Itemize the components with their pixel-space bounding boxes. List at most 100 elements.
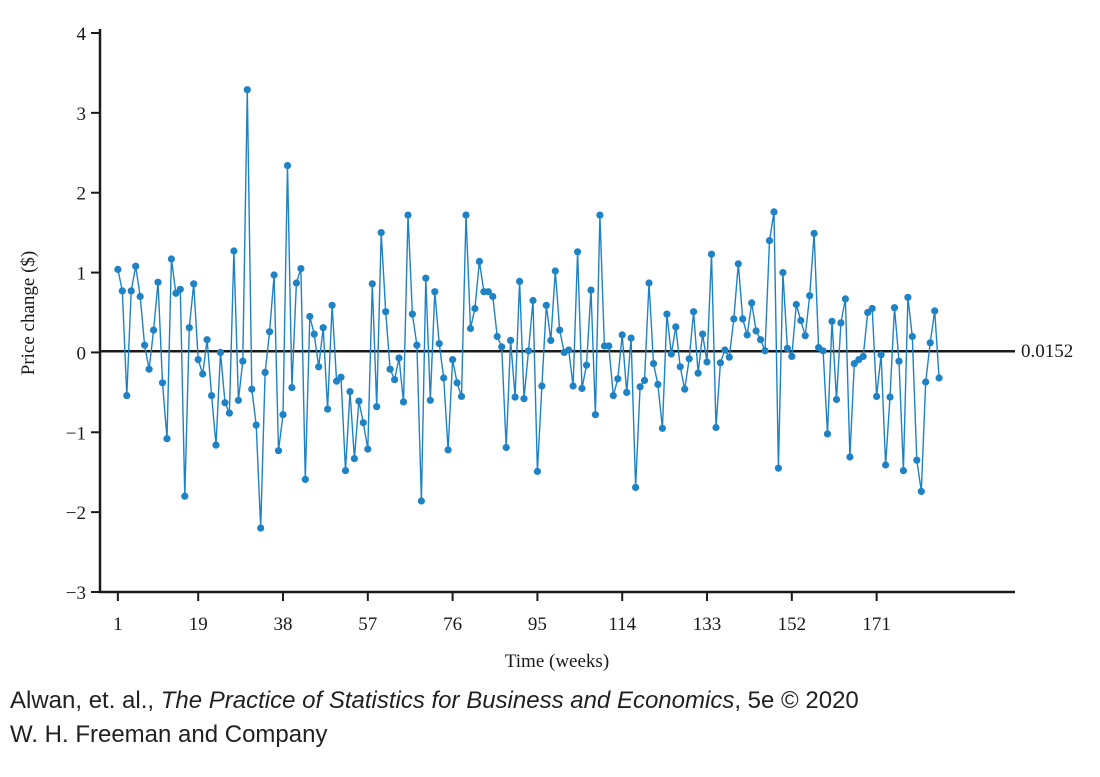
data-point-121 [649,360,658,368]
data-point-12 [163,435,171,443]
data-point-156 [806,292,814,300]
data-point-82 [475,257,483,265]
data-point-20 [199,370,207,378]
data-point-76 [449,356,457,364]
data-point-90 [511,393,519,401]
data-point-159 [819,347,827,355]
data-point-178 [904,293,912,301]
data-point-139 [730,315,738,323]
data-point-120 [645,279,653,287]
data-point-114 [618,331,626,339]
data-point-33 [257,524,265,532]
data-point-175 [890,304,899,312]
data-point-11 [158,379,167,387]
data-point-133 [703,358,711,366]
y-axis-title: Price change ($) [18,251,39,376]
data-point-98 [547,336,555,344]
data-point-122 [654,380,662,388]
data-point-32 [252,421,260,429]
data-point-91 [516,277,524,285]
caption-line-1: Alwan, et. al., The Practice of Statisti… [10,684,859,718]
data-point-74 [440,374,448,382]
data-point-172 [877,351,885,359]
data-point-80 [466,324,475,333]
data-point-129 [685,355,693,363]
data-point-73 [435,340,443,348]
data-point-68 [413,341,421,349]
data-point-164 [841,295,850,303]
data-point-106 [582,361,591,369]
data-point-94 [529,296,537,305]
data-point-7 [141,341,149,349]
data-point-117 [632,483,640,491]
data-point-153 [792,300,800,309]
data-point-19 [194,356,202,364]
data-point-49 [328,301,336,309]
series-line [117,89,940,529]
data-point-1 [114,265,122,273]
data-point-137 [721,346,729,354]
data-point-165 [846,453,854,461]
data-point-131 [694,369,702,377]
data-point-24 [216,348,225,356]
data-point-17 [185,324,193,332]
caption-edition: , 5e © 2020 [734,687,859,714]
data-point-36 [270,271,278,279]
data-point-60 [377,229,385,237]
data-point-81 [471,304,479,313]
data-point-3 [123,392,131,400]
data-point-142 [743,331,751,339]
data-point-4 [127,287,135,295]
data-point-51 [337,373,345,381]
data-point-125 [667,350,675,358]
data-point-30 [243,86,251,94]
data-point-127 [676,363,684,371]
data-point-67 [408,310,416,318]
data-point-176 [895,357,903,365]
data-point-147 [765,237,774,245]
y-tick-label-7: 4 [77,24,87,45]
x-tick-label-9: 171 [862,614,891,635]
data-point-48 [324,405,332,413]
x-tick-label-4: 76 [443,614,462,635]
data-point-63 [391,376,399,384]
data-point-42 [297,265,305,273]
data-point-179 [908,332,916,341]
data-point-95 [533,467,542,475]
data-point-15 [176,285,184,293]
data-point-145 [757,336,765,344]
data-point-69 [417,497,425,505]
data-point-115 [623,388,631,396]
y-tick-label-0: −3 [66,583,86,604]
data-point-52 [341,467,350,475]
figure-caption: Alwan, et. al., The Practice of Statisti… [10,684,859,752]
data-point-77 [453,379,461,387]
data-point-168 [859,352,867,360]
data-point-92 [520,395,528,403]
data-point-56 [359,419,367,427]
x-tick-label-8: 152 [778,614,807,635]
data-point-47 [319,324,327,332]
price-change-chart: 0.0152 −3 −2 −1 0 1 2 3 4 1 19 38 57 76 95 114 133 152 17… [18,24,1073,672]
data-point-162 [832,395,841,404]
data-point-107 [587,286,595,294]
data-point-108 [591,411,600,419]
data-point-123 [658,424,667,432]
data-point-9 [150,326,158,334]
data-point-13 [167,255,175,263]
data-point-181 [917,487,925,495]
data-point-64 [395,354,403,362]
data-point-157 [810,229,818,237]
data-point-40 [288,384,296,392]
data-point-138 [725,353,733,361]
data-point-39 [283,162,292,170]
data-point-126 [672,323,680,331]
data-point-27 [230,247,238,255]
caption-authors: Alwan, et. al., [10,687,161,714]
data-point-59 [373,403,381,411]
data-point-144 [752,327,760,335]
data-point-58 [368,280,376,288]
data-point-22 [208,392,216,400]
data-point-185 [935,374,943,382]
x-tick-label-2: 38 [274,614,293,635]
